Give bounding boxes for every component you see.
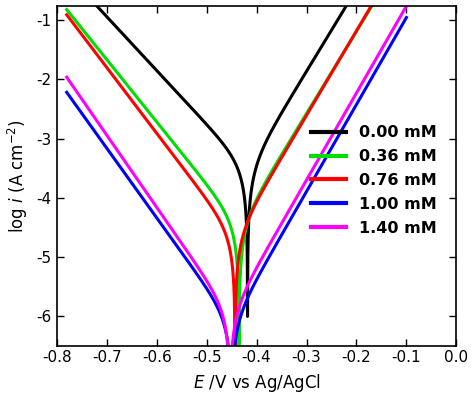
Line: 1.00 mM: 1.00 mM — [67, 18, 406, 375]
1.40 mM — [394, 21, 400, 26]
0.36 mM — [220, 206, 226, 211]
1.40 mM — [227, 373, 232, 378]
1.00 mM — [220, 318, 226, 323]
1.00 mM — [394, 32, 400, 37]
Legend: 0.00 mM, 0.36 mM, 0.76 mM, 1.00 mM, 1.40 mM: 0.00 mM, 0.36 mM, 0.76 mM, 1.00 mM, 1.40… — [311, 126, 437, 236]
0.36 mM — [229, 228, 235, 233]
0.76 mM — [64, 12, 70, 17]
1.40 mM — [403, 4, 409, 8]
1.40 mM — [394, 20, 400, 25]
1.40 mM — [64, 75, 70, 80]
0.36 mM — [81, 29, 87, 34]
Line: 1.40 mM: 1.40 mM — [67, 6, 406, 375]
1.40 mM — [331, 129, 337, 134]
0.36 mM — [236, 365, 242, 370]
1.00 mM — [228, 373, 233, 378]
0.00 mM — [229, 154, 235, 159]
1.00 mM — [403, 15, 409, 20]
1.40 mM — [229, 346, 235, 351]
0.36 mM — [64, 7, 70, 12]
0.76 mM — [331, 66, 337, 71]
X-axis label: $E$ /V vs Ag/AgCl: $E$ /V vs Ag/AgCl — [192, 372, 320, 394]
Line: 0.00 mM: 0.00 mM — [67, 0, 406, 316]
0.76 mM — [220, 225, 226, 230]
1.40 mM — [220, 314, 226, 319]
1.00 mM — [81, 114, 87, 119]
0.00 mM — [220, 141, 226, 146]
0.00 mM — [245, 314, 250, 319]
1.40 mM — [81, 100, 87, 105]
0.76 mM — [232, 364, 238, 368]
1.00 mM — [64, 90, 70, 95]
0.76 mM — [229, 260, 235, 264]
1.00 mM — [331, 140, 337, 145]
1.00 mM — [394, 32, 400, 37]
0.76 mM — [81, 35, 87, 40]
Y-axis label: log $i$ (A cm$^{-2}$): log $i$ (A cm$^{-2}$) — [6, 119, 30, 232]
1.00 mM — [229, 373, 235, 378]
Line: 0.36 mM: 0.36 mM — [67, 0, 406, 368]
0.00 mM — [331, 23, 337, 28]
0.36 mM — [331, 65, 337, 70]
Line: 0.76 mM: 0.76 mM — [67, 0, 406, 366]
